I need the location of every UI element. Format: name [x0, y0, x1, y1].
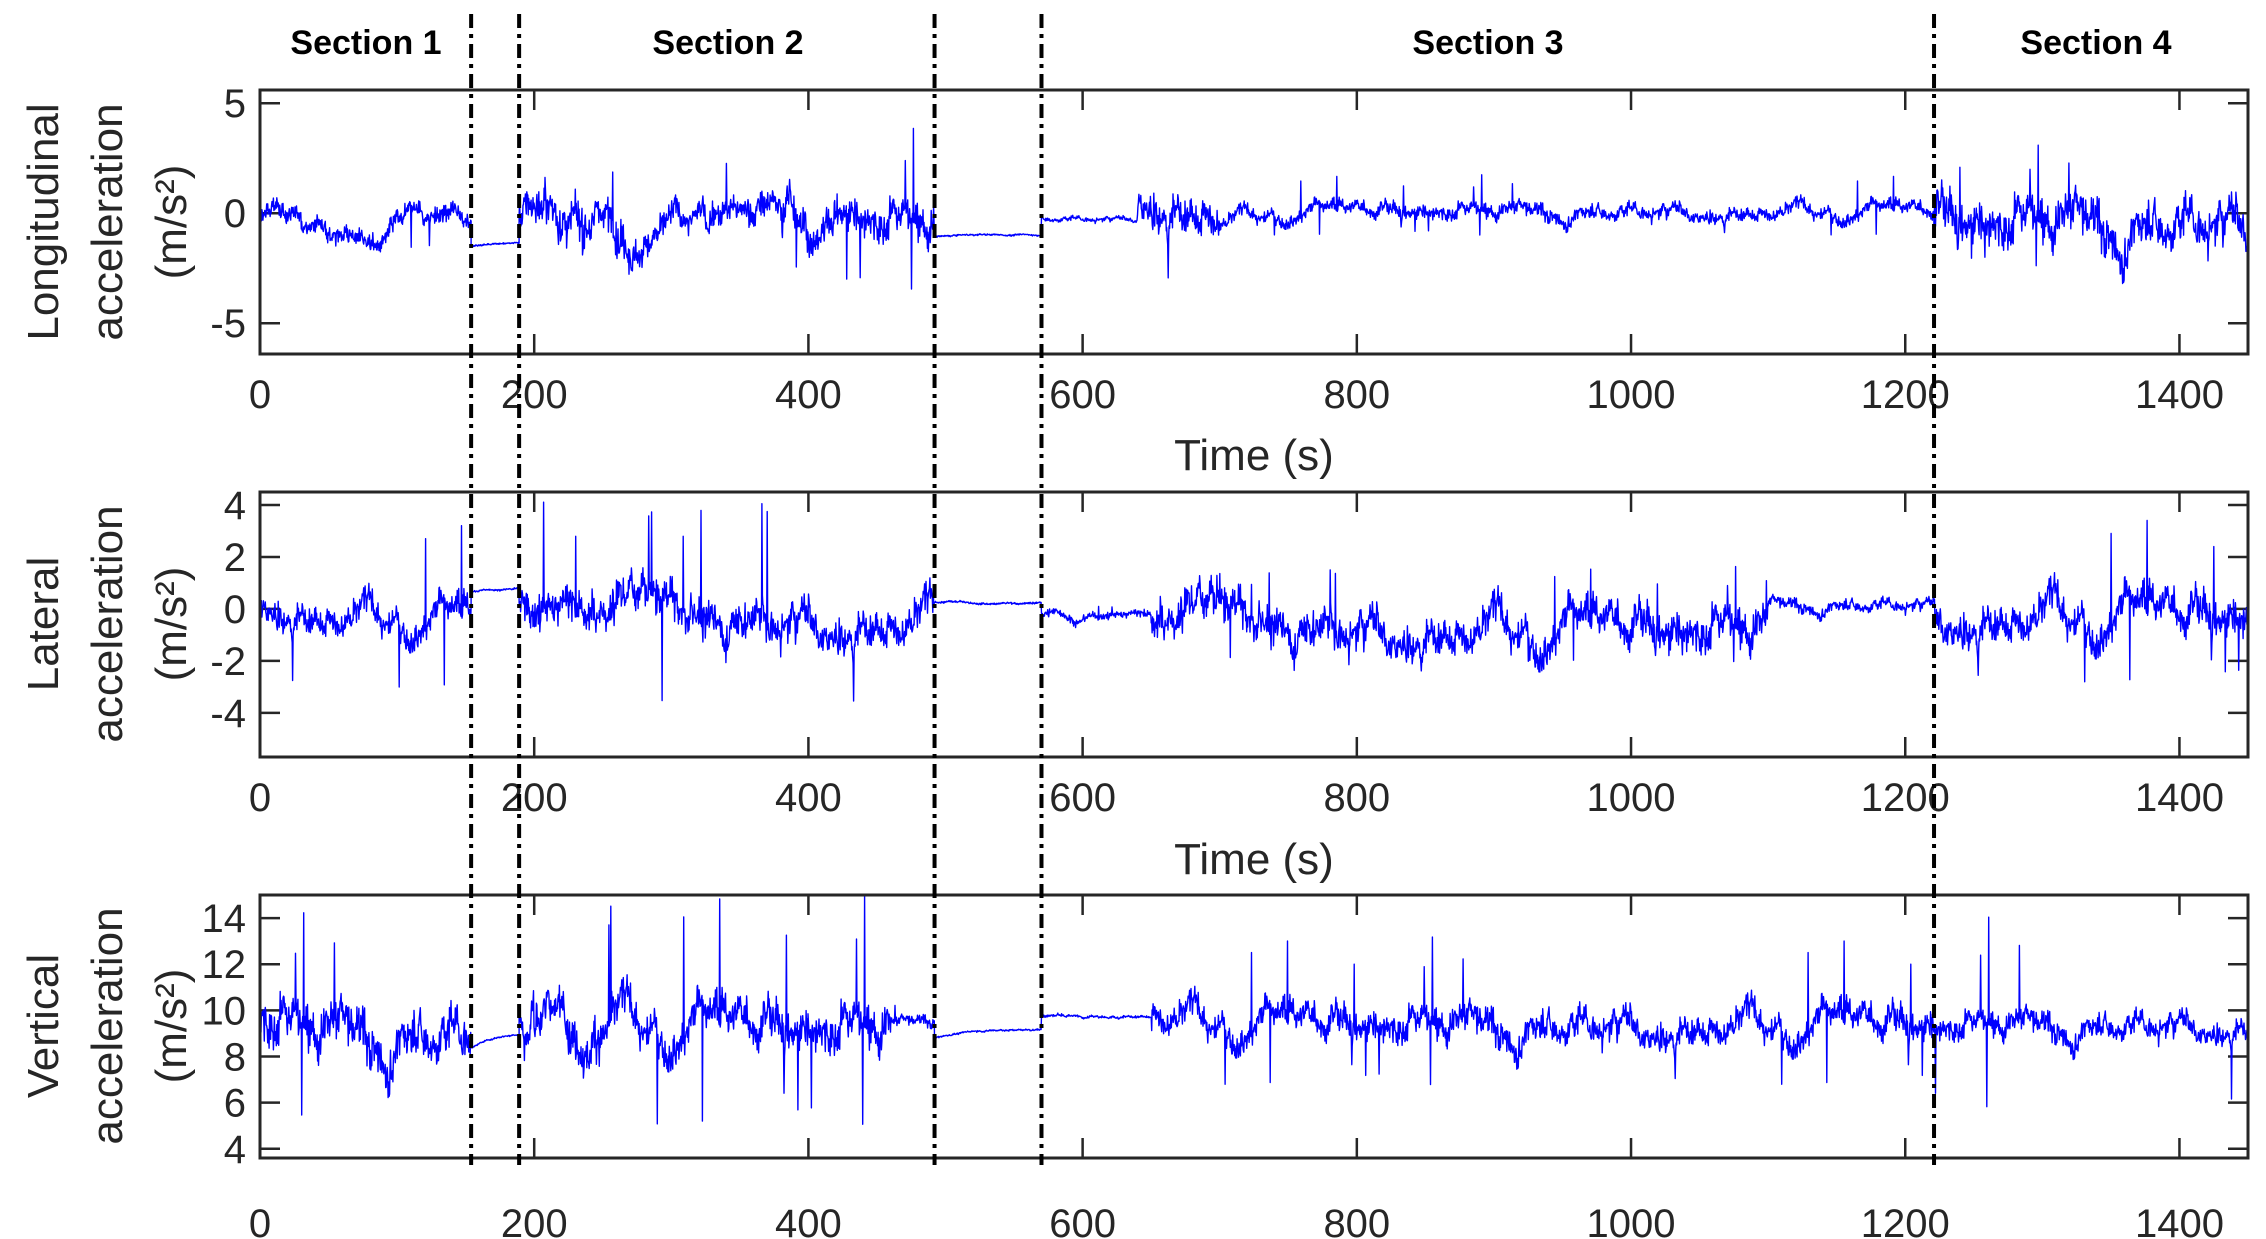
- x-tick-label: 600: [1049, 776, 1116, 820]
- y-label-line-3: (m/s²): [147, 165, 196, 280]
- y-label-line-3: (m/s²): [147, 969, 196, 1084]
- y-label-line-2: acceleration: [83, 505, 132, 742]
- x-tick-label: 800: [1323, 373, 1390, 417]
- y-label-line-1: Lateral: [19, 557, 68, 692]
- y-axis-label-vertical: Vertical acceleration (m/s²): [19, 907, 196, 1144]
- y-axis-label-lateral: Lateral acceleration (m/s²): [19, 505, 196, 742]
- y-tick-label: 4: [224, 484, 246, 528]
- y-tick-label: 5: [224, 82, 246, 126]
- y-tick-label: -5: [210, 302, 246, 346]
- x-tick-label: 200: [501, 1202, 568, 1239]
- y-label-line-1: Vertical: [19, 954, 68, 1098]
- x-axis-title-longitudinal: Time (s): [1174, 431, 1334, 480]
- x-tick-label: 0: [249, 1202, 271, 1239]
- y-tick-label: 0: [224, 588, 246, 632]
- y-tick-label: 12: [202, 943, 247, 987]
- section-label-3: Section 3: [1412, 24, 1563, 62]
- x-tick-label: 400: [775, 373, 842, 417]
- ticks-lateral: 0 200 400 600 800 1000 1200 1400 -4 -2 0 2 4: [210, 484, 2248, 820]
- x-tick-label: 800: [1323, 776, 1390, 820]
- y-label-line-2: acceleration: [83, 103, 132, 340]
- y-tick-label: -2: [210, 640, 246, 684]
- y-tick-label: -4: [210, 692, 246, 736]
- y-label-line-1: Longitudinal: [19, 103, 68, 340]
- longitudinal-signal-line: [259, 127, 2249, 290]
- x-tick-label: 1000: [1587, 1202, 1676, 1239]
- y-label-line-3: (m/s²): [147, 567, 196, 682]
- y-tick-label: 4: [224, 1128, 246, 1172]
- x-tick-label: 1400: [2135, 373, 2224, 417]
- y-tick-label: 0: [224, 192, 246, 236]
- y-axis-label-longitudinal: Longitudinal acceleration (m/s²): [19, 103, 196, 340]
- x-tick-label: 400: [775, 1202, 842, 1239]
- x-tick-label: 0: [249, 776, 271, 820]
- x-tick-label: 800: [1323, 1202, 1390, 1239]
- x-tick-label: 600: [1049, 373, 1116, 417]
- x-tick-label: 1200: [1861, 373, 1950, 417]
- y-label-line-2: acceleration: [83, 907, 132, 1144]
- x-tick-label: 0: [249, 373, 271, 417]
- lateral-signal-line: [259, 501, 2249, 702]
- x-tick-label: 600: [1049, 1202, 1116, 1239]
- x-tick-label: 1000: [1587, 776, 1676, 820]
- vertical-signal-line: [259, 894, 2249, 1125]
- section-dividers: [469, 14, 1937, 1165]
- y-tick-label: 10: [202, 989, 247, 1033]
- section-labels: Section 1 Section 2 Section 3 Section 4: [290, 24, 2171, 62]
- x-tick-label: 200: [501, 776, 568, 820]
- x-tick-label: 200: [501, 373, 568, 417]
- x-tick-label: 1000: [1587, 373, 1676, 417]
- ticks-longitudinal: 0 200 400 600 800 1000 1200 1400-505: [210, 82, 2248, 417]
- section-label-4: Section 4: [2020, 24, 2171, 62]
- panel-lateral: Lateral acceleration (m/s²) 0 200 400 600 80…: [19, 484, 2250, 884]
- panel-vertical: Vertical acceleration (m/s²) 0 200 400 600 8…: [19, 893, 2250, 1239]
- y-tick-label: 2: [224, 536, 246, 580]
- x-axis-title-lateral: Time (s): [1174, 835, 1334, 884]
- x-tick-label: 1200: [1861, 776, 1950, 820]
- x-tick-label: 1400: [2135, 1202, 2224, 1239]
- y-tick-label: 14: [202, 897, 247, 941]
- section-label-2: Section 2: [652, 24, 803, 62]
- x-tick-label: 1200: [1861, 1202, 1950, 1239]
- x-tick-label: 400: [775, 776, 842, 820]
- panel-longitudinal: Longitudinal acceleration (m/s²) 0 200 400…: [19, 82, 2250, 480]
- y-tick-label: 8: [224, 1035, 246, 1079]
- axes-frame-lateral: [258, 490, 2250, 759]
- section-label-1: Section 1: [290, 24, 441, 62]
- y-tick-label: 6: [224, 1082, 246, 1126]
- axes-frame-vertical: [258, 893, 2250, 1160]
- x-tick-label: 1400: [2135, 776, 2224, 820]
- axes-frame-longitudinal: [258, 88, 2250, 356]
